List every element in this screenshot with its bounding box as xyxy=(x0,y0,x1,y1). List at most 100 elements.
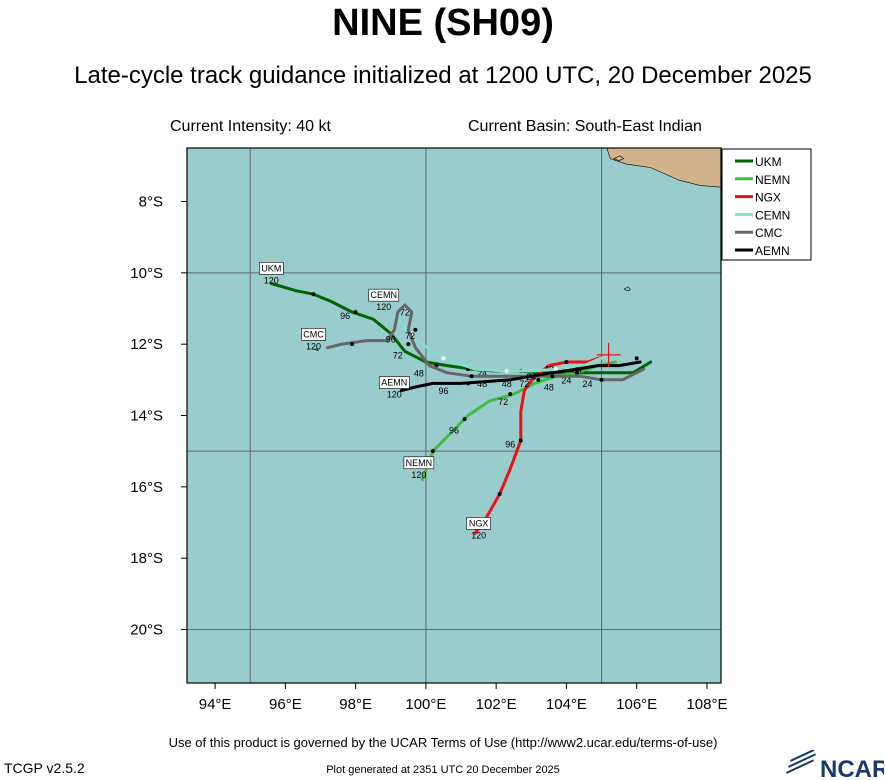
legend-label: NEMN xyxy=(755,173,790,187)
track-marker xyxy=(550,374,555,379)
ncar-logo: NCAR xyxy=(785,750,884,780)
track-marker xyxy=(529,374,534,379)
lat-tick-label: 18°S xyxy=(130,550,163,567)
track-marker xyxy=(462,417,467,422)
track-line xyxy=(269,282,653,375)
track-map: 94°E 96°E 98°E 100°E 102°E 104°E 106°E 108°E 8°S… xyxy=(130,147,812,713)
model-end-label: AEMN xyxy=(381,378,407,388)
island-cocos xyxy=(314,348,319,352)
model-end-box xyxy=(368,288,400,302)
model-end-hour: 120 xyxy=(376,302,391,312)
forecast-hour-label: 48 xyxy=(414,368,424,378)
track-marker xyxy=(574,367,579,372)
track-ukm: 96 72 48 24 UKM 120 xyxy=(259,262,653,378)
model-end-hour: 120 xyxy=(387,390,402,400)
model-end-hour: 120 xyxy=(471,530,486,540)
lon-tick-label: 96°E xyxy=(269,696,302,713)
forecast-hour-label: 24 xyxy=(561,375,571,385)
lon-tick-label: 102°E xyxy=(476,696,517,713)
model-end-box xyxy=(403,456,435,470)
forecast-hour-label: 96 xyxy=(449,425,459,435)
forecast-hour-label: 48 xyxy=(477,379,487,389)
lat-tick-label: 16°S xyxy=(130,479,163,496)
model-end-hour: 120 xyxy=(264,275,279,285)
current-basin: Current Basin: South-East Indian xyxy=(468,118,702,135)
forecast-hour-label: 96 xyxy=(386,334,396,344)
terms-of-use: Use of this product is governed by the U… xyxy=(168,735,718,750)
ncar-logo-text: NCAR xyxy=(820,756,884,780)
forecast-hour-label: 96 xyxy=(505,440,515,450)
legend-label: AEMN xyxy=(755,244,790,258)
track-marker xyxy=(353,310,358,315)
lon-tick-label: 100°E xyxy=(405,696,446,713)
model-end-label: NEMN xyxy=(406,458,433,468)
track-marker xyxy=(536,377,541,382)
forecast-hour-label: 72 xyxy=(519,379,529,389)
forecast-hour-label: 48 xyxy=(544,383,554,393)
lon-tick-label: 106°E xyxy=(616,696,657,713)
lat-tick-label: 14°S xyxy=(130,408,163,425)
lon-tick-label: 94°E xyxy=(199,696,232,713)
model-end-box xyxy=(466,517,491,530)
track-marker xyxy=(311,292,316,297)
legend-label: CEMN xyxy=(755,208,790,222)
track-marker xyxy=(574,370,579,375)
track-marker xyxy=(599,377,604,382)
model-end-box xyxy=(301,328,326,341)
ocean-area xyxy=(187,148,721,683)
track-marker xyxy=(441,356,446,361)
track-marker xyxy=(413,327,418,332)
model-end-hour: 120 xyxy=(306,341,321,351)
forecast-hour-label: 24 xyxy=(526,372,536,382)
track-marker xyxy=(564,360,569,364)
track-marker xyxy=(508,392,513,397)
model-end-label: UKM xyxy=(261,263,281,273)
track-marker xyxy=(466,381,471,386)
track-marker xyxy=(553,367,558,372)
island-krakatau xyxy=(613,155,625,162)
storm-title: NINE (SH09) xyxy=(332,2,554,44)
legend-label: NGX xyxy=(755,191,781,205)
lat-tick-label: 10°S xyxy=(130,265,163,282)
track-marker xyxy=(406,342,411,347)
forecast-hour-label: 72 xyxy=(400,308,410,318)
track-marker xyxy=(430,449,435,454)
track-marker xyxy=(350,342,355,347)
model-end-box xyxy=(378,376,410,389)
track-line xyxy=(473,353,611,535)
track-marker xyxy=(469,374,474,379)
forecast-hour-label: 24 xyxy=(477,368,487,378)
forecast-hour-label: 72 xyxy=(393,350,403,360)
legend: UKM NEMN NGX CEMN CMC AEMN xyxy=(721,148,812,261)
track-line xyxy=(326,303,646,382)
model-end-label: CMC xyxy=(303,329,324,339)
forecast-hour-label: 72 xyxy=(498,397,508,407)
model-end-label: NGX xyxy=(469,518,489,528)
island-christmas xyxy=(623,286,631,292)
legend-label: CMC xyxy=(755,226,783,240)
lat-tick-label: 8°S xyxy=(139,194,163,211)
current-intensity: Current Intensity: 40 kt xyxy=(170,118,331,135)
legend-box xyxy=(721,148,812,261)
lon-tick-label: 108°E xyxy=(686,696,727,713)
lat-tick-label: 20°S xyxy=(130,622,163,639)
forecast-hour-label: 72 xyxy=(405,331,415,341)
guidance-subtitle: Late-cycle track guidance initialized at… xyxy=(74,62,812,89)
forecast-hour-label: 96 xyxy=(438,386,448,396)
version-label: TCGP v2.5.2 xyxy=(4,760,85,776)
track-marker xyxy=(497,491,502,496)
lat-tick-label: 12°S xyxy=(130,336,163,353)
lon-tick-label: 98°E xyxy=(339,696,372,713)
legend-label: UKM xyxy=(755,155,782,169)
track-marker xyxy=(504,368,509,373)
model-end-box xyxy=(259,262,284,275)
track-marker xyxy=(518,438,523,443)
track-line xyxy=(399,360,642,392)
forecast-hour-label: 24 xyxy=(582,379,592,389)
track-marker xyxy=(634,356,639,361)
model-end-label: CEMN xyxy=(370,290,397,300)
generated-timestamp: Plot generated at 2351 UTC 20 December 2… xyxy=(326,764,560,776)
